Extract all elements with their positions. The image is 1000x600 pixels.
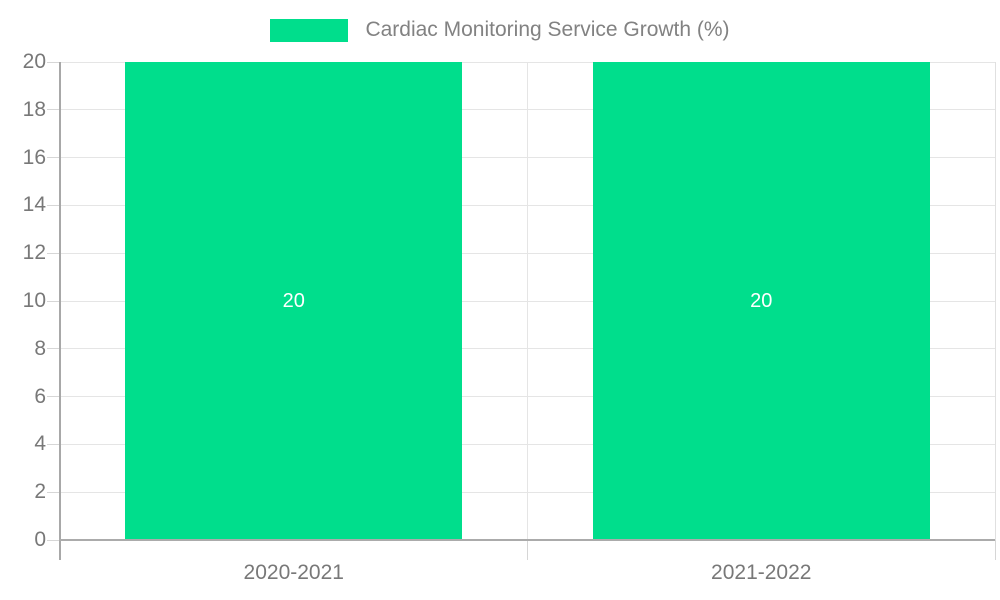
y-axis-tick-label: 0 bbox=[34, 528, 46, 551]
y-axis-line bbox=[59, 62, 61, 560]
bar: 20 bbox=[125, 62, 463, 540]
legend: Cardiac Monitoring Service Growth (%) bbox=[0, 18, 1000, 42]
x-axis-tick bbox=[527, 540, 528, 560]
y-axis-tick bbox=[47, 157, 60, 159]
x-axis-tick-label: 2021-2022 bbox=[711, 561, 812, 584]
y-axis-tick bbox=[47, 61, 60, 63]
y-axis-tick-label: 14 bbox=[22, 193, 46, 217]
y-axis-tick bbox=[47, 443, 60, 445]
bar: 20 bbox=[592, 62, 930, 540]
plot-right-border bbox=[994, 62, 996, 540]
x-axis-tick-label: 2020-2021 bbox=[243, 561, 344, 584]
y-axis-tick-label: 6 bbox=[34, 384, 46, 408]
y-axis-tick-label: 18 bbox=[22, 97, 46, 121]
legend-swatch bbox=[270, 18, 349, 42]
y-axis-tick-label: 20 bbox=[22, 50, 46, 73]
y-axis-tick-label: 4 bbox=[34, 432, 46, 456]
gridline-vertical bbox=[527, 62, 528, 540]
y-axis-tick-label: 16 bbox=[22, 145, 46, 169]
y-axis-tick bbox=[47, 109, 60, 111]
y-axis-tick bbox=[47, 539, 60, 541]
y-axis-tick bbox=[47, 348, 60, 350]
bar-value-label: 20 bbox=[750, 289, 773, 312]
y-axis-tick-label: 8 bbox=[34, 336, 46, 360]
y-axis-tick-label: 2 bbox=[34, 480, 46, 504]
y-axis-tick bbox=[47, 396, 60, 398]
y-axis-tick bbox=[47, 204, 60, 206]
legend-label: Cardiac Monitoring Service Growth (%) bbox=[365, 18, 730, 41]
bar-value-label: 20 bbox=[282, 289, 305, 312]
x-axis-tick bbox=[994, 540, 996, 560]
y-axis-tick-label: 12 bbox=[22, 241, 46, 265]
y-axis-tick-label: 10 bbox=[22, 289, 46, 312]
y-axis-tick bbox=[47, 252, 60, 254]
x-axis-line bbox=[59, 539, 995, 541]
y-axis-tick bbox=[47, 491, 60, 493]
y-axis-tick bbox=[47, 300, 60, 302]
